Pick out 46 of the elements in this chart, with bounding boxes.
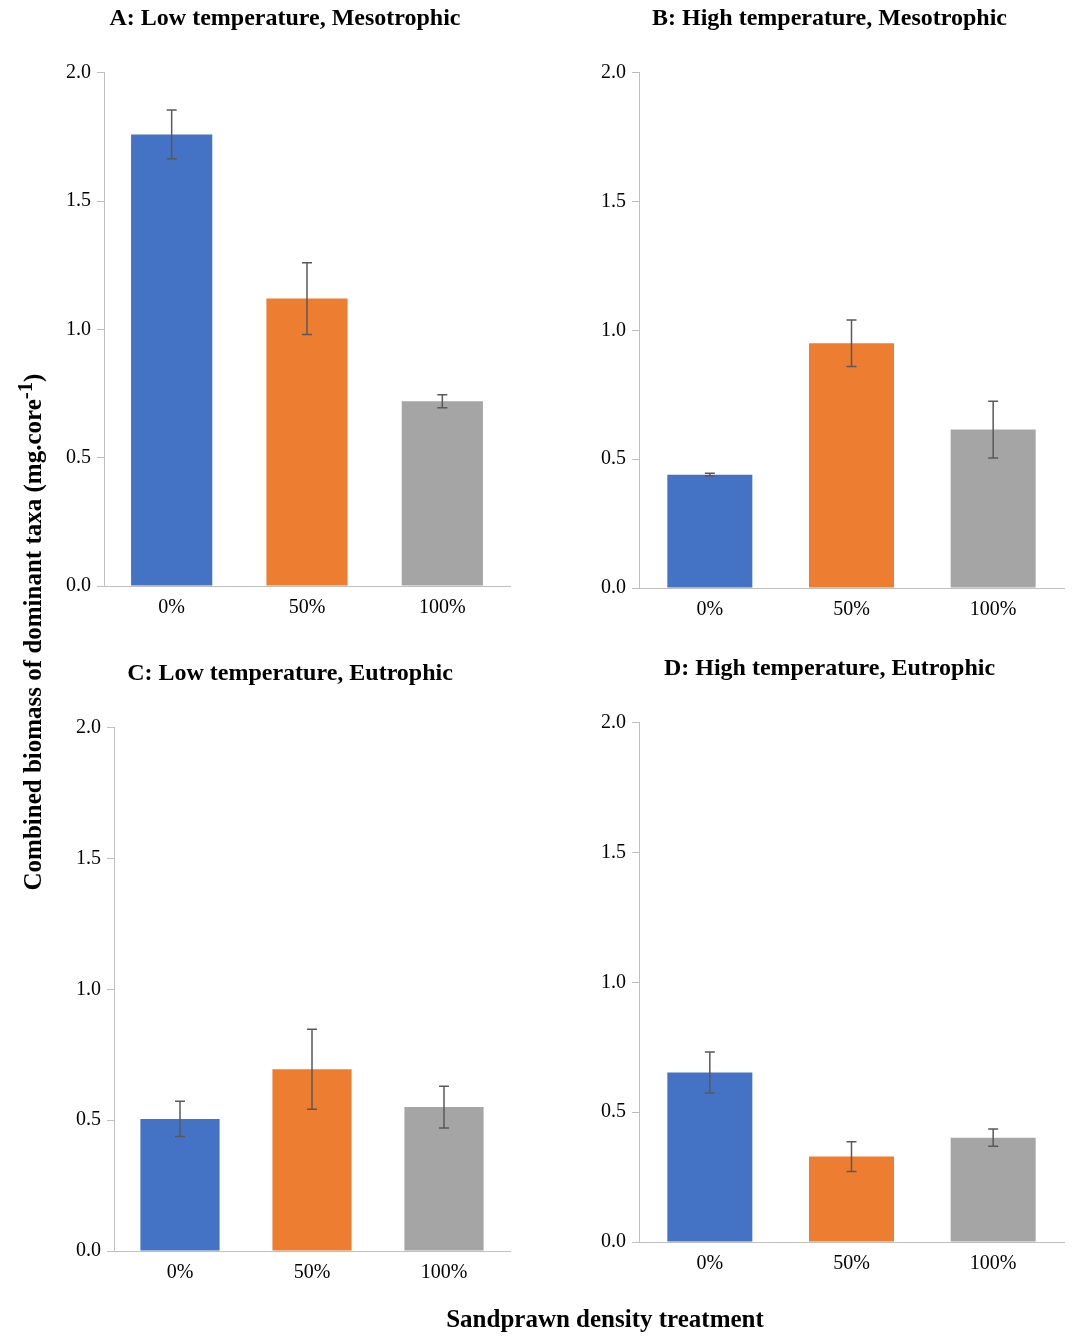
bar [131, 134, 213, 586]
y-tick-label: 0.5 [601, 446, 626, 469]
chart-title: B: High temperature, Mesotrophic [651, 3, 1008, 30]
bar [667, 1072, 753, 1242]
y-tick-label: 1.0 [601, 969, 626, 992]
x-tick-label: 50% [833, 597, 870, 620]
y-tick-label: 0.0 [601, 1229, 626, 1252]
y-tick-label: 1.5 [76, 845, 101, 868]
x-tick-label: 100% [969, 1251, 1017, 1274]
bar [950, 1137, 1036, 1242]
y-tick-label: 1.0 [76, 976, 101, 999]
bar [401, 401, 483, 586]
y-tick-label: 1.0 [601, 317, 626, 340]
x-tick-label: 50% [288, 595, 326, 618]
x-tick-label: 0% [166, 1260, 194, 1283]
bar [950, 429, 1036, 588]
chart-title: D: High temperature, Eutrophic [663, 653, 996, 680]
bar [667, 474, 753, 588]
x-tick-label: 100% [419, 595, 466, 618]
chart-title: C: Low temperature, Eutrophic [127, 658, 454, 685]
y-tick-label: 1.0 [66, 316, 91, 339]
y-tick-label: 0.0 [76, 1238, 101, 1261]
x-axis-title: Sandprawn density treatment [445, 1304, 765, 1334]
x-tick-label: 100% [969, 597, 1017, 620]
y-tick-label: 2.0 [66, 60, 91, 83]
x-tick-label: 0% [696, 1251, 724, 1274]
y-tick-label: 0.5 [66, 444, 91, 467]
y-tick-label: 0.5 [601, 1099, 626, 1122]
x-tick-label: 50% [293, 1260, 331, 1283]
chart-title: A: Low temperature, Mesotrophic [109, 3, 461, 30]
x-tick-label: 0% [696, 597, 724, 620]
y-tick-label: 2.0 [601, 710, 626, 733]
y-tick-label: 1.5 [601, 188, 626, 211]
y-tick-label: 1.5 [66, 188, 91, 211]
y-tick-label: 0.0 [66, 573, 91, 596]
x-tick-label: 50% [833, 1251, 870, 1274]
x-tick-label: 100% [420, 1260, 468, 1283]
y-tick-label: 2.0 [76, 715, 101, 738]
bar [809, 1156, 894, 1242]
x-tick-label: 0% [158, 595, 185, 618]
y-tick-label: 0.0 [601, 575, 626, 598]
bar [809, 343, 894, 588]
y-tick-label: 2.0 [601, 60, 626, 83]
y-tick-label: 0.5 [76, 1107, 101, 1130]
y-tick-label: 1.5 [601, 839, 626, 862]
bar [266, 298, 348, 586]
